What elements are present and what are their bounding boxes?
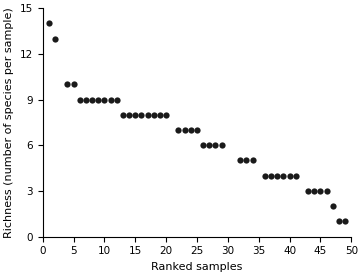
Point (139, 113, 144, 117)
Point (206, 143, 212, 147)
Point (317, 189, 323, 193)
Point (237, 158, 243, 163)
Point (330, 204, 336, 208)
Point (77, 97, 83, 102)
Point (176, 128, 181, 132)
Point (64, 82, 70, 86)
Point (219, 143, 224, 147)
Point (163, 113, 169, 117)
Point (108, 97, 113, 102)
Point (151, 113, 157, 117)
Point (194, 128, 200, 132)
Point (336, 219, 342, 224)
Point (250, 158, 256, 163)
Point (157, 113, 163, 117)
Point (200, 143, 206, 147)
Point (212, 143, 218, 147)
Point (182, 128, 188, 132)
Point (268, 173, 274, 178)
Point (274, 173, 280, 178)
Point (101, 97, 107, 102)
Point (132, 113, 138, 117)
Point (145, 113, 151, 117)
Point (89, 97, 95, 102)
Point (287, 173, 292, 178)
Point (293, 173, 299, 178)
Point (126, 113, 132, 117)
Point (52, 36, 58, 41)
Point (262, 173, 268, 178)
Point (83, 97, 89, 102)
Point (95, 97, 101, 102)
Point (311, 189, 317, 193)
Point (114, 97, 120, 102)
Point (71, 82, 76, 86)
Point (188, 128, 194, 132)
Point (120, 113, 126, 117)
Point (244, 158, 249, 163)
Point (324, 189, 329, 193)
Point (46, 21, 52, 26)
Point (305, 189, 311, 193)
Point (342, 219, 348, 224)
Y-axis label: Richness (number of species per sample): Richness (number of species per sample) (4, 7, 14, 238)
Point (281, 173, 286, 178)
X-axis label: Ranked samples: Ranked samples (151, 262, 243, 272)
